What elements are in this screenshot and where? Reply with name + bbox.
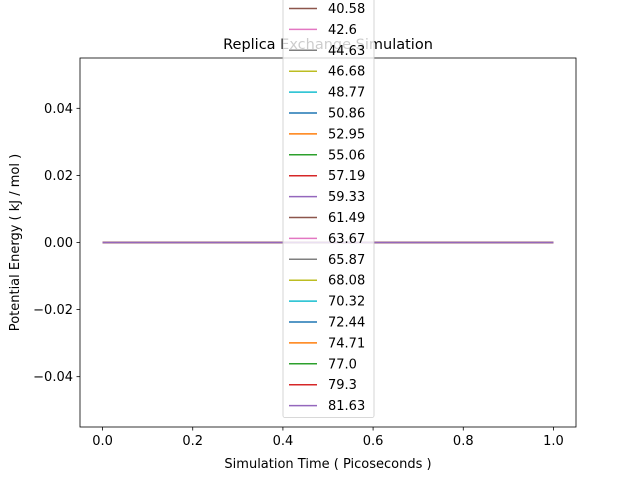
legend-label-11: 63.67 xyxy=(328,232,365,247)
legend-label-18: 79.3 xyxy=(328,378,357,393)
legend-label-7: 55.06 xyxy=(328,148,365,163)
legend-label-2: 44.63 xyxy=(328,44,365,59)
legend-label-3: 46.68 xyxy=(328,65,365,80)
legend: 40.58 42.6 44.63 46.68 48.77 50.86 52.95 55.06 5… xyxy=(282,0,375,418)
x-tick-label: 0.2 xyxy=(182,434,203,449)
legend-label-6: 52.95 xyxy=(328,127,365,142)
legend-box xyxy=(282,0,375,418)
legend-label-14: 70.32 xyxy=(328,295,365,310)
y-tick-label: 0.04 xyxy=(44,102,73,117)
x-tick-label: 0.8 xyxy=(453,434,474,449)
legend-label-16: 74.71 xyxy=(328,336,365,351)
legend-label-12: 65.87 xyxy=(328,253,365,268)
x-tick-label: 0.6 xyxy=(363,434,384,449)
y-tick-label: 0.02 xyxy=(44,169,73,184)
x-tick-label: 0.0 xyxy=(92,434,113,449)
legend-label-8: 57.19 xyxy=(328,169,365,184)
legend-label-10: 61.49 xyxy=(328,211,365,226)
y-axis: −0.04 −0.02 0.00 0.02 0.04 xyxy=(33,102,80,385)
legend-label-13: 68.08 xyxy=(328,274,365,289)
y-axis-label: Potential Energy ( kJ / mol ) xyxy=(8,154,23,331)
legend-label-15: 72.44 xyxy=(328,316,365,331)
legend-label-9: 59.33 xyxy=(328,190,365,205)
legend-label-17: 77.0 xyxy=(328,357,357,372)
legend-label-5: 50.86 xyxy=(328,107,365,122)
x-axis: 0.0 0.2 0.4 0.6 0.8 1.0 xyxy=(92,427,564,449)
x-axis-label: Simulation Time ( Picoseconds ) xyxy=(224,457,431,472)
y-tick-label: 0.00 xyxy=(44,236,73,251)
legend-label-0: 40.58 xyxy=(328,2,365,17)
x-tick-label: 0.4 xyxy=(273,434,294,449)
y-tick-label: −0.02 xyxy=(33,303,73,318)
legend-label-19: 81.63 xyxy=(328,399,365,414)
y-tick-label: −0.04 xyxy=(33,370,73,385)
legend-label-4: 48.77 xyxy=(328,86,365,101)
x-tick-label: 1.0 xyxy=(543,434,564,449)
legend-label-1: 42.6 xyxy=(328,23,357,38)
